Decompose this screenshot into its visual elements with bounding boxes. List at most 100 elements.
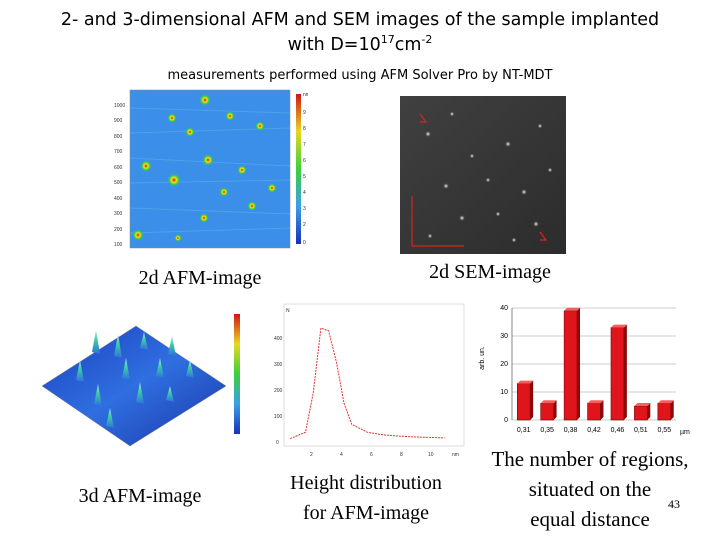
svg-text:400: 400 [114,196,123,202]
bar [587,402,601,421]
svg-text:500: 500 [114,180,123,186]
bar-top [540,400,557,404]
title-exponent-1: 17 [380,33,395,47]
bar-chart-y-ticks: 0 10 20 30 40 [500,305,508,424]
svg-text:700: 700 [114,149,123,155]
afm-3d-peaks [76,330,194,428]
svg-text:8: 8 [400,452,403,458]
bar-x-tick: 0,46 [611,427,625,434]
sem-2d-scale-marks [411,113,548,247]
afm-2d-image: 1000 900 800 700 600 500 400 300 200 100… [114,89,308,249]
bar-chart-bars [516,307,674,421]
svg-text:800: 800 [114,134,123,140]
caption-regions-line1: The number of regions, [491,447,689,471]
svg-text:2: 2 [303,222,306,228]
height-y-label: N [286,308,290,314]
svg-text:900: 900 [114,118,123,124]
bar [634,405,648,421]
afm-2d-y-ticks: 1000 900 800 700 600 500 400 300 200 100 [114,103,125,248]
bar-chart-y-label: arb. un. [479,346,486,370]
bar-y-tick: 10 [500,389,508,396]
regions-bar-chart: 0 10 20 30 40 0,31 0,35 0,38 0,42 0,46 0,51 0,55 a… [479,305,690,436]
bar [516,383,531,421]
height-x-ticks: 2 4 6 8 10 nm [310,452,459,458]
bar-side [577,307,581,420]
sem-2d-image [400,96,566,254]
bar-y-tick: 20 [500,361,508,368]
bar-top [564,307,581,311]
afm-2d-peaks [132,94,277,242]
svg-text:300: 300 [114,211,123,217]
bar-chart-x-ticks: 0,31 0,35 0,38 0,42 0,46 0,51 0,55 [517,427,671,434]
svg-text:6: 6 [303,158,306,164]
bar-side [600,400,604,420]
svg-text:nm: nm [303,92,308,98]
caption-sem-2d: 2d SEM-image [429,261,551,283]
svg-text:4: 4 [303,190,306,196]
afm-3d-colorbar [234,314,240,434]
title-prefix: with D=10 [287,35,381,55]
bar-x-tick: 0,42 [587,427,601,434]
bar [563,310,578,421]
bar-x-tick: 0,51 [634,427,648,434]
svg-text:1000: 1000 [114,103,125,109]
bar [540,402,554,421]
caption-height: Height distribution for AFM-image [266,468,466,528]
bar-y-tick: 30 [500,333,508,340]
svg-text:10: 10 [428,452,434,458]
caption-regions: The number of regions, situated on the e… [470,444,710,534]
caption-regions-line3: equal distance [530,507,650,531]
svg-text:7: 7 [303,142,306,148]
caption-afm-3d: 3d AFM-image [78,485,202,507]
svg-text:100: 100 [114,242,123,248]
bar-top [634,403,651,406]
slide-title-line1: 2- and 3-dimensional AFM and SEM images … [60,10,660,30]
bar-side [647,403,651,420]
bar-top [610,324,627,328]
caption-height-line2: for AFM-image [302,502,430,524]
svg-text:0: 0 [303,240,306,246]
caption-regions-line2: situated on the [528,477,652,501]
bar-top [657,400,674,404]
svg-text:8: 8 [303,126,306,132]
height-distribution-line [289,327,445,440]
svg-text:200: 200 [114,227,123,233]
afm-2d-colorbar [296,94,301,244]
svg-text:300: 300 [274,362,283,368]
bar-side [670,400,674,420]
svg-text:200: 200 [274,388,283,394]
height-distribution-chart: N 400 300 200 100 0 2 4 6 8 10 nm [274,303,465,458]
svg-text:2: 2 [310,452,313,458]
slide-title-line2: with D=1017cm-2 [0,33,720,57]
slide-subtitle: measurements performed using AFM Solver … [167,68,553,83]
bar-chart-x-label: µm [680,429,690,436]
sem-2d-spots [425,111,553,243]
svg-text:nm: nm [452,452,459,458]
bar [610,327,625,421]
bar-y-tick: 40 [500,305,508,312]
afm-3d-image [41,314,240,447]
svg-text:3: 3 [303,206,306,212]
bar-top [517,380,534,384]
caption-height-line1: Height distribution [290,472,442,494]
svg-text:0: 0 [276,440,279,446]
page-number: 43 [668,497,680,511]
afm-2d-colorbar-ticks: nm 9 8 7 6 5 4 3 2 0 [303,92,308,246]
svg-text:600: 600 [114,165,123,171]
height-y-ticks: 400 300 200 100 0 [274,336,283,446]
svg-text:100: 100 [274,414,283,420]
bar-x-tick: 0,55 [657,427,671,434]
svg-text:400: 400 [274,336,283,342]
title-unit: cm [394,35,422,55]
svg-text:4: 4 [340,452,343,458]
bar-x-tick: 0,31 [517,427,531,434]
bar-side [530,380,534,420]
bar-top [587,400,604,404]
svg-text:9: 9 [303,110,306,116]
svg-text:5: 5 [303,174,306,180]
bar-x-tick: 0,38 [564,427,578,434]
bar-y-tick: 0 [504,417,508,424]
bar [657,402,672,421]
bar-side [623,324,627,420]
caption-afm-2d: 2d AFM-image [138,267,262,289]
